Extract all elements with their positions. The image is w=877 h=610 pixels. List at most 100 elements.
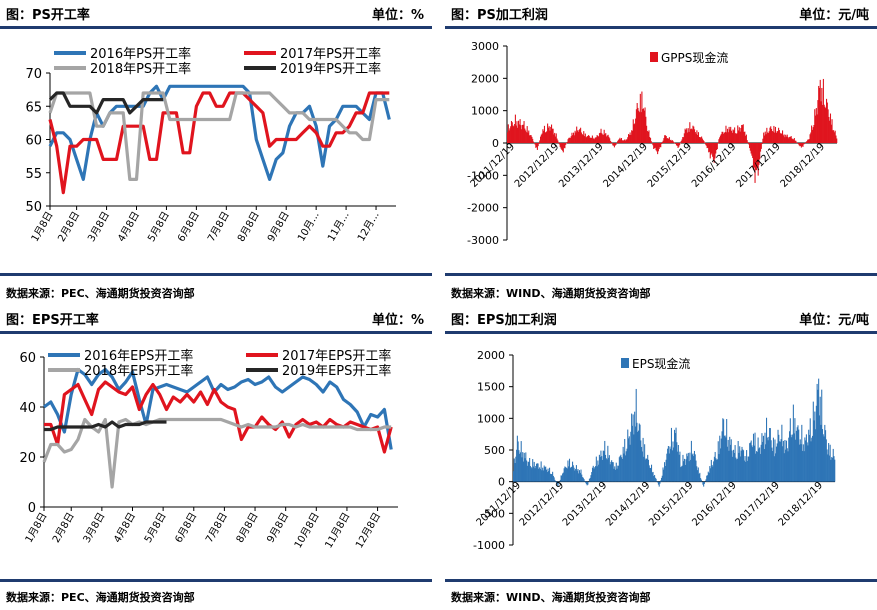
cash-flow-bar [650,138,652,143]
cash-flow-bar [748,143,750,145]
ps-rate-title: 图：PS开工率 [6,8,90,23]
cash-flow-bar [700,137,702,143]
cash-flow-bar [532,141,535,143]
cash-flow-bar [685,459,687,482]
cash-flow-bar [562,143,564,151]
cash-flow-bar [546,131,548,143]
cash-flow-bar [734,445,736,482]
legend-label: 2016年EPS开工率 [84,348,193,364]
cash-flow-bar [594,139,596,143]
cash-flow-bar [782,135,784,143]
cash-flow-bar [782,130,784,143]
legend-swatch [621,358,629,368]
legend-swatch [650,52,658,62]
cash-flow-bar [699,136,701,143]
cash-flow-bar [582,477,584,482]
cash-flow-bar [595,456,597,482]
cash-flow-bar [776,131,778,143]
cash-flow-bar [831,119,833,143]
cash-flow-bar [548,471,550,482]
cash-flow-bar [767,440,769,482]
cash-flow-bar [615,462,617,482]
cash-flow-bar [670,139,672,143]
cash-flow-bar [620,454,622,482]
cash-flow-bar [786,448,788,482]
cash-flow-bar [833,132,835,143]
eps-margin-panel: 图：EPS加工利润 单位：元/吨 -1000 -500 0 500 1000 1500 20… [445,305,877,610]
cash-flow-bar [729,129,731,143]
cash-flow-bar [749,143,751,151]
cash-flow-bar [617,140,619,143]
cash-flow-bar [772,131,774,143]
x-tick-label: 2018/12/19 [779,141,828,190]
cash-flow-bar [805,141,807,143]
cash-flow-bar [669,446,671,482]
cash-flow-bar [813,124,815,143]
cash-flow-bar [834,130,836,143]
cash-flow-bar [716,143,718,150]
eps-margin-source: 数据来源：WIND、海通期货投资咨询部 [451,591,651,604]
cash-flow-bar [626,448,628,482]
cash-flow-bar [700,478,702,482]
cash-flow-bar [641,91,643,143]
cash-flow-bar [823,436,825,482]
cash-flow-bar [650,141,652,143]
cash-flow-bar [585,481,587,483]
cash-flow-bar [597,460,599,482]
cash-flow-bar [591,137,593,143]
cash-flow-bar [706,475,708,482]
cash-flow-bar [597,135,599,143]
cash-flow-bar [717,143,719,144]
cash-flow-bar [773,456,775,482]
cash-flow-bar [627,137,629,143]
cash-flow-bar [548,126,550,143]
cash-flow-bar [560,143,562,149]
cash-flow-bar [661,143,663,145]
cash-flow-bar [727,132,729,143]
cash-flow-bar [621,140,623,143]
cash-flow-bar [835,135,837,143]
cash-flow-bar [512,125,514,143]
cash-flow-bar [795,140,797,143]
cash-flow-bar [634,426,636,482]
cash-flow-bar [733,452,735,482]
cash-flow-bar [537,143,539,147]
cash-flow-bar [568,137,570,143]
cash-flow-bar [603,129,605,143]
cash-flow-bar [691,454,693,482]
cash-flow-bar [683,137,685,143]
cash-flow-bar [738,130,740,143]
cash-flow-bar [751,143,753,156]
cash-flow-bar [802,450,804,482]
cash-flow-bar [614,143,616,146]
cash-flow-bar [778,130,780,143]
cash-flow-bar [553,477,555,482]
cash-flow-bar [826,102,828,143]
y-tick-label: 0 [498,476,505,489]
cash-flow-bar [686,132,689,143]
cash-flow-bar [550,474,552,482]
cash-flow-bar [619,455,621,482]
x-tick-label: 2015/12/19 [646,141,695,190]
cash-flow-bar [667,448,669,482]
cash-flow-bar [566,141,568,143]
cash-flow-bar [630,134,632,143]
cash-flow-bar [734,127,736,143]
cash-flow-bar [707,471,709,482]
cash-flow-bar [561,475,563,482]
cash-flow-bar [770,440,772,482]
cash-flow-bar [670,448,672,482]
cash-flow-bar [799,143,801,147]
cash-flow-bar [811,125,813,143]
cash-flow-bar [558,142,560,143]
legend-label: EPS现金流 [632,356,690,371]
series-line-2 [44,380,393,454]
cash-flow-bar [812,435,814,482]
cash-flow-bar [734,133,736,143]
cash-flow-bar [649,136,651,143]
cash-flow-bar [727,439,729,482]
cash-flow-bar [739,446,741,482]
cash-flow-bar [829,444,831,482]
cash-flow-bar [514,462,516,482]
cash-flow-bar [638,423,640,482]
